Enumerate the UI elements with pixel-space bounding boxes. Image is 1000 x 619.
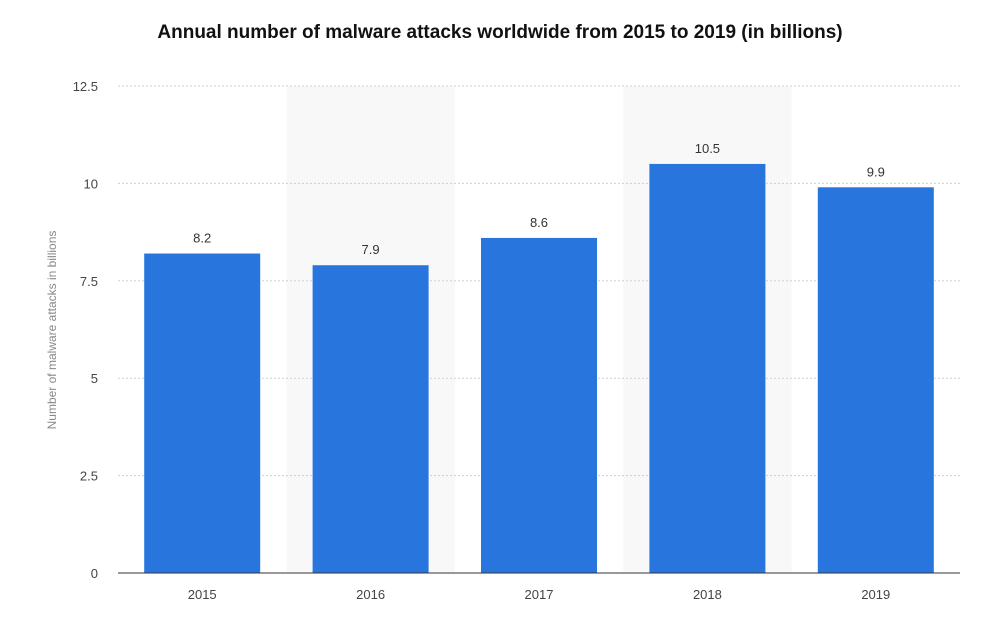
y-tick-label: 7.5 bbox=[80, 274, 98, 289]
data-label-2015: 8.2 bbox=[193, 231, 211, 246]
y-tick-label: 0 bbox=[91, 566, 98, 581]
y-tick-label: 5 bbox=[91, 371, 98, 386]
bar-2017 bbox=[481, 237, 597, 573]
x-tick-label-2019: 2019 bbox=[861, 587, 890, 602]
y-tick-label: 12.5 bbox=[73, 79, 98, 94]
x-tick-label-2017: 2017 bbox=[525, 587, 554, 602]
data-label-2019: 9.9 bbox=[867, 164, 885, 179]
bar-2016 bbox=[312, 265, 429, 573]
data-label-2017: 8.6 bbox=[530, 215, 548, 230]
y-axis-ticks: 0 2.5 5 7.5 10 12.5 bbox=[73, 79, 98, 581]
data-labels: 8.2 7.9 8.6 10.5 9.9 bbox=[193, 141, 885, 257]
bar-2015 bbox=[144, 253, 261, 573]
bars bbox=[144, 163, 934, 574]
chart-title: Annual number of malware attacks worldwi… bbox=[157, 22, 843, 43]
x-tick-label-2015: 2015 bbox=[188, 587, 217, 602]
data-label-2018: 10.5 bbox=[695, 141, 720, 156]
y-tick-label: 2.5 bbox=[80, 469, 98, 484]
bar-2019 bbox=[817, 187, 934, 573]
y-tick-label: 10 bbox=[84, 176, 98, 191]
x-tick-label-2018: 2018 bbox=[693, 587, 722, 602]
x-tick-label-2016: 2016 bbox=[356, 587, 385, 602]
x-axis-ticks: 2015 2016 2017 2018 2019 bbox=[188, 587, 891, 602]
bar-2018 bbox=[649, 163, 766, 574]
data-label-2016: 7.9 bbox=[362, 242, 380, 257]
